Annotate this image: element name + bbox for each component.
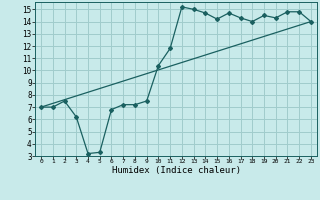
X-axis label: Humidex (Indice chaleur): Humidex (Indice chaleur) [111,166,241,175]
